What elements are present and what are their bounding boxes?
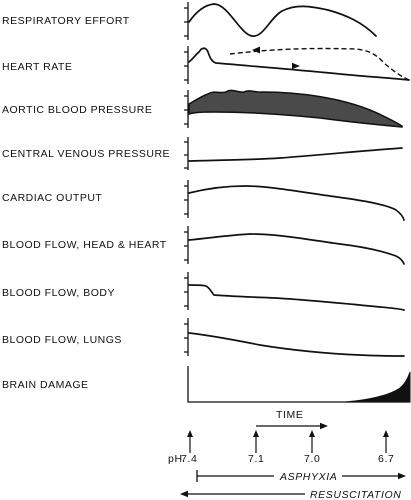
arrow-right-icon xyxy=(398,472,406,480)
curve-blood-flow-lungs xyxy=(188,332,405,357)
panel-label-blood-flow-lungs: BLOOD FLOW, LUNGS xyxy=(2,334,122,346)
panel-respiratory-effort xyxy=(184,2,377,40)
panel-cardiac-output xyxy=(184,180,405,221)
arrow-left-icon xyxy=(180,490,188,498)
panel-label-respiratory-effort: RESPIRATORY EFFORT xyxy=(2,15,130,27)
curve-cardiac-output xyxy=(188,185,405,221)
curve-heart-rate-recovery xyxy=(229,47,410,81)
ph-value: 7.4 xyxy=(181,453,197,465)
area-brain-damage xyxy=(344,371,411,403)
arrow-right-icon xyxy=(292,62,300,70)
panel-label-aortic-blood-pressure: AORTIC BLOOD PRESSURE xyxy=(2,104,152,116)
panel-heart-rate xyxy=(184,46,410,84)
panel-brain-damage xyxy=(187,366,411,403)
curve-heart-rate xyxy=(188,47,410,81)
arrow-up-icon xyxy=(253,430,259,437)
panel-label-brain-damage: BRAIN DAMAGE xyxy=(2,379,89,391)
ph-marker-3: 7.0 xyxy=(304,430,320,465)
curve-blood-flow-head-heart xyxy=(188,233,405,265)
panel-label-heart-rate: HEART RATE xyxy=(2,61,72,73)
panel-label-central-venous-pressure: CENTRAL VENOUS PRESSURE xyxy=(2,148,170,160)
ph-value: 7.1 xyxy=(248,453,264,465)
band-aortic-blood-pressure xyxy=(188,89,403,128)
panel-blood-flow-body xyxy=(184,272,405,311)
ph-label: pH xyxy=(168,453,183,465)
curve-respiratory-effort xyxy=(188,3,377,37)
ph-marker-2: 7.1 xyxy=(248,430,264,465)
panel-label-blood-flow-head-heart: BLOOD FLOW, HEAD & HEART xyxy=(2,239,167,251)
resuscitation-bar: RESUSCITATION xyxy=(180,489,401,500)
curve-central-venous-pressure xyxy=(188,147,403,162)
ph-value: 6.7 xyxy=(378,453,394,465)
asphyxia-bar: ASPHYXIA xyxy=(196,470,406,483)
arrow-right-icon xyxy=(320,422,328,430)
resuscitation-label: RESUSCITATION xyxy=(310,489,401,500)
arrow-up-icon xyxy=(383,430,389,437)
asphyxia-label: ASPHYXIA xyxy=(279,471,337,483)
ph-marker-4: 6.7 xyxy=(378,430,394,465)
ph-value: 7.0 xyxy=(304,453,320,465)
panel-label-cardiac-output: CARDIAC OUTPUT xyxy=(2,192,102,204)
panel-blood-flow-lungs xyxy=(184,318,405,357)
panel-blood-flow-head-heart xyxy=(184,226,405,265)
arrow-left-icon xyxy=(252,46,260,54)
panel-label-blood-flow-body: BLOOD FLOW, BODY xyxy=(2,287,115,299)
panel-aortic-blood-pressure xyxy=(184,89,403,128)
ph-marker-1: 7.4 xyxy=(181,430,197,465)
panel-central-venous-pressure xyxy=(184,137,403,170)
arrow-up-icon xyxy=(309,430,315,437)
arrow-up-icon xyxy=(187,430,193,437)
time-axis-label: TIME xyxy=(276,409,303,421)
curve-blood-flow-body xyxy=(188,284,405,311)
